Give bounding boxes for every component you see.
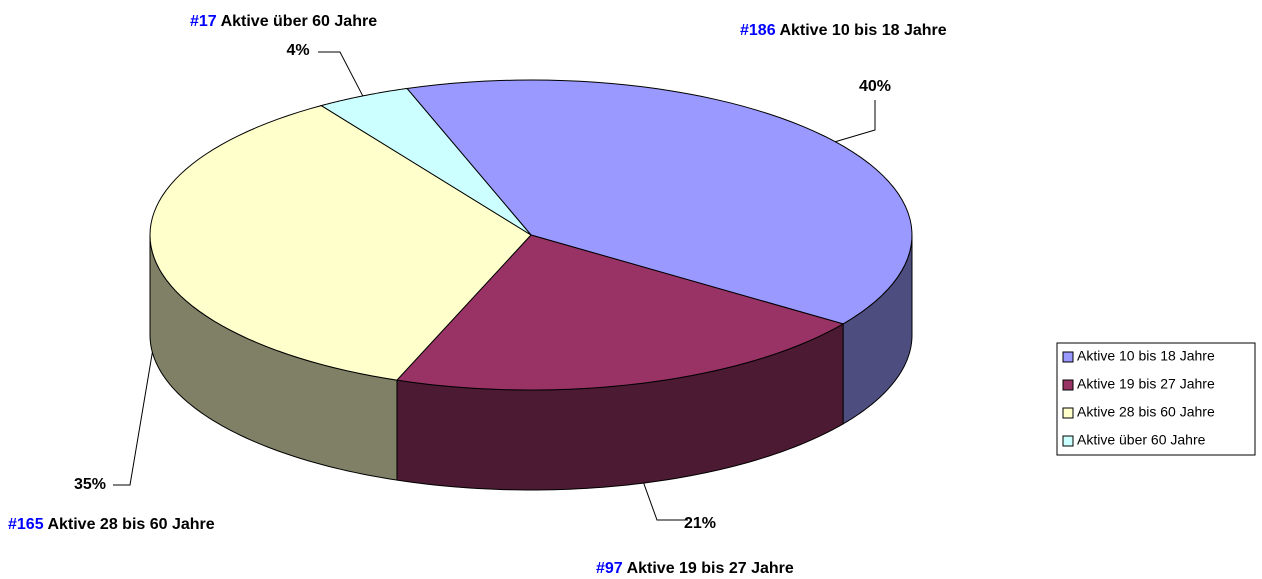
percent-label: 35% bbox=[74, 476, 106, 493]
legend-label: Aktive 10 bis 18 Jahre bbox=[1077, 348, 1215, 364]
count-label: #17 bbox=[190, 13, 217, 30]
percent-label: 4% bbox=[286, 42, 309, 59]
legend-label: Aktive über 60 Jahre bbox=[1077, 432, 1206, 448]
count-label: #97 bbox=[596, 560, 623, 577]
legend-swatch bbox=[1062, 407, 1074, 419]
legend-label: Aktive 19 bis 27 Jahre bbox=[1077, 376, 1215, 392]
slice-annotation: #186 Aktive 10 bis 18 Jahre bbox=[740, 22, 947, 39]
legend-swatch bbox=[1062, 435, 1074, 447]
legend-label: Aktive 28 bis 60 Jahre bbox=[1077, 404, 1215, 420]
category-label: Aktive 28 bis 60 Jahre bbox=[47, 516, 214, 533]
leader-line bbox=[835, 100, 876, 143]
slice-annotation: #165 Aktive 28 bis 60 Jahre bbox=[8, 516, 215, 533]
leader-line bbox=[113, 352, 153, 486]
percent-label: 40% bbox=[859, 78, 891, 95]
pie-slice bbox=[149, 105, 532, 381]
leader-line bbox=[643, 482, 688, 521]
pie-slice bbox=[405, 79, 913, 325]
category-label: Aktive 10 bis 18 Jahre bbox=[779, 22, 946, 39]
count-label: #165 bbox=[8, 516, 44, 533]
pie-slice bbox=[395, 234, 845, 391]
count-label: #186 bbox=[740, 22, 776, 39]
legend-swatch bbox=[1062, 379, 1074, 391]
category-label: Aktive 19 bis 27 Jahre bbox=[627, 560, 794, 577]
category-label: Aktive über 60 Jahre bbox=[221, 13, 378, 30]
legend-box bbox=[1056, 342, 1256, 456]
percent-label: 21% bbox=[684, 515, 716, 532]
leader-line bbox=[318, 51, 364, 97]
slice-annotation: #17 Aktive über 60 Jahre bbox=[190, 13, 377, 30]
legend-swatch bbox=[1062, 351, 1074, 363]
slice-annotation: #97 Aktive 19 bis 27 Jahre bbox=[596, 560, 794, 577]
